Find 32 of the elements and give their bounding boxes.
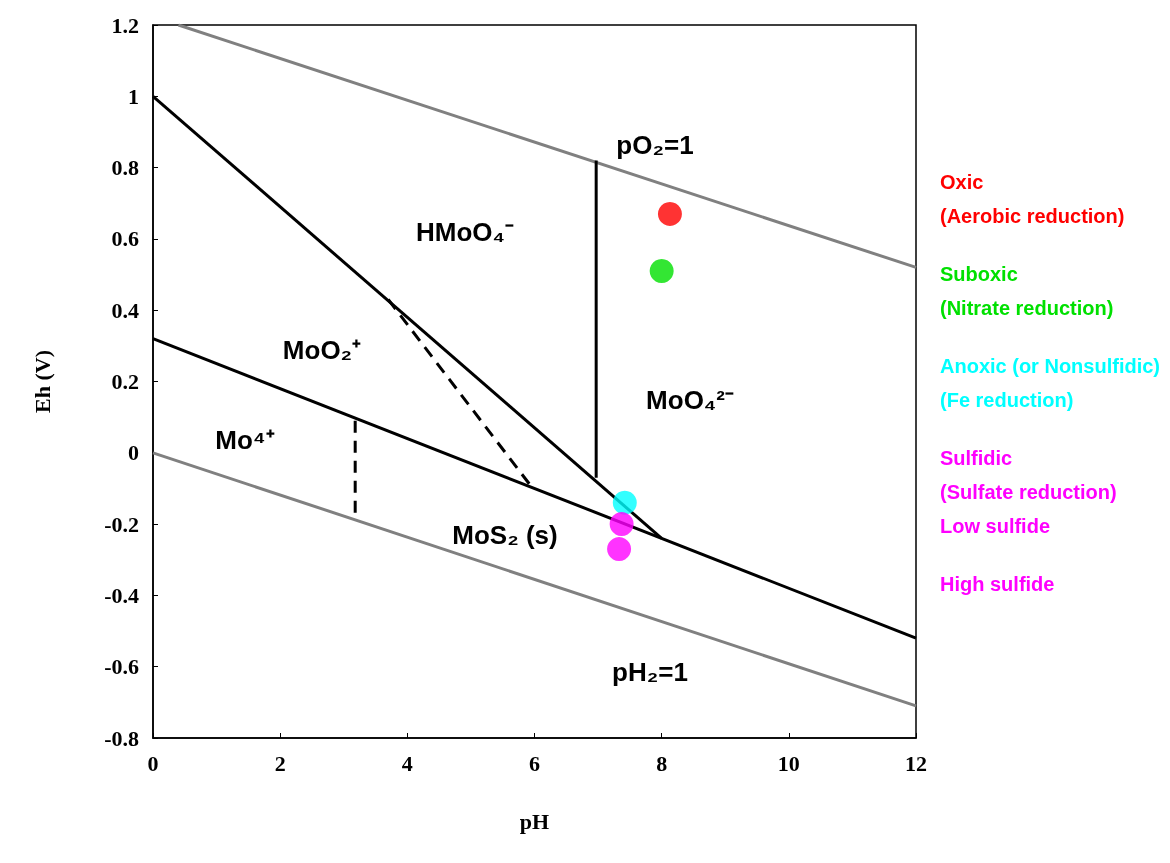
- annotation: pH₂=1: [612, 657, 688, 687]
- text: High sulfide: [940, 573, 1055, 595]
- y-tick-label: -0.4: [104, 582, 139, 608]
- y-tick-label: -0.6: [104, 654, 139, 680]
- text: Oxic (Aerobic reduction): [940, 171, 1125, 227]
- annotation: HMoO₄⁻: [416, 217, 514, 247]
- y-tick-label: 1.2: [111, 12, 139, 38]
- x-axis-title: pH: [519, 808, 550, 834]
- x-tick-label: 4: [401, 750, 413, 776]
- x-tick-label: 8: [656, 750, 668, 776]
- y-tick-label: -0.2: [104, 511, 139, 537]
- y-tick-label: 0.8: [111, 155, 139, 181]
- x-tick-label: 6: [529, 750, 540, 776]
- text: Sulfidic (Sulfate reduction) Low sulfide: [940, 447, 1117, 537]
- y-axis-title: Eh (V): [29, 350, 55, 413]
- y-tick-label: 1: [128, 83, 139, 109]
- x-tick-label: 2: [274, 750, 286, 776]
- x-tick-label: 12: [905, 750, 927, 776]
- text: Anoxic (or Nonsulfidic) (Fe reduction): [940, 355, 1160, 411]
- y-tick-label: -0.8: [104, 725, 139, 751]
- annotation: Mo⁴⁺: [215, 425, 275, 455]
- text: Suboxic (Nitrate reduction): [940, 263, 1114, 319]
- y-tick-label: 0.6: [111, 226, 139, 252]
- y-tick-label: 0: [128, 440, 139, 466]
- annotation: MoS₂ (s): [452, 520, 558, 550]
- x-tick-label: 10: [777, 750, 800, 776]
- annotation: pO₂=1: [616, 130, 694, 160]
- annotation: MoO₂⁺: [282, 335, 362, 365]
- y-tick-label: 0.4: [111, 297, 139, 323]
- y-tick-label: 0.2: [111, 369, 139, 394]
- x-tick-label: 0: [147, 750, 159, 776]
- annotation: MoO₄²⁻: [646, 385, 734, 415]
